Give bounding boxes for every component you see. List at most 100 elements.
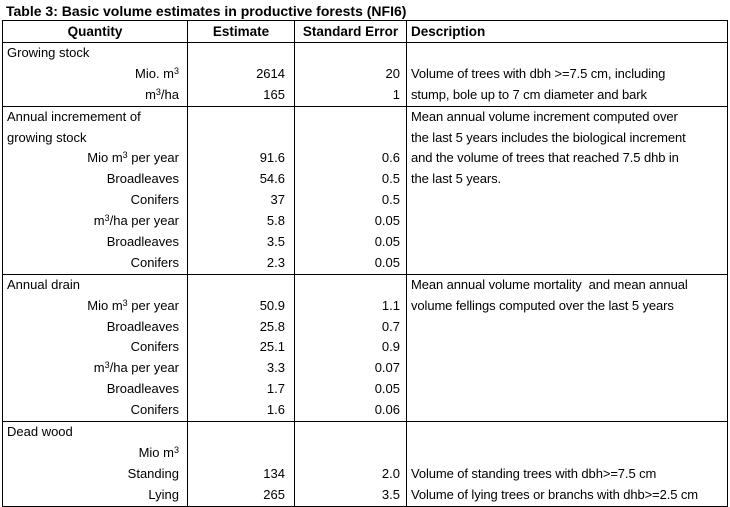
- description-cell: Volume of standing trees with dbh>=7.5 c…: [407, 422, 727, 506]
- estimate-value: 265: [263, 486, 285, 502]
- quantity-label: m3/ha per year: [93, 213, 179, 229]
- description-line: Mean annual volume increment computed ov…: [411, 108, 678, 124]
- description-line: the last 5 years.: [411, 171, 502, 187]
- column-header-description: Description: [411, 24, 486, 39]
- estimate-cell: 50.9 25.8 25.1 3.3 1.7 1.6: [188, 274, 295, 422]
- quantity-label: Mio m3 per year: [87, 150, 179, 166]
- standard-error-value: 3.5: [381, 486, 400, 502]
- standard-error-value: [295, 107, 406, 128]
- description-line: Volume of standing trees with dbh>=7.5 c…: [411, 465, 657, 481]
- quantity-section-label: Growing stock: [7, 45, 90, 60]
- estimate-value: [188, 422, 294, 443]
- quantity-label: Conifers: [130, 339, 179, 355]
- quantity-section-label: growing stock: [7, 129, 87, 145]
- quantity-cell: Growing stock Mio. m3 m3/ha: [3, 43, 188, 106]
- quantity-label: Lying: [148, 486, 179, 502]
- standard-error-value: [295, 43, 406, 64]
- quantity-label: Conifers: [130, 254, 179, 270]
- estimate-cell: 134 265: [188, 422, 295, 506]
- standard-error-value: 0.05: [374, 213, 400, 229]
- section-growing-stock: Growing stock Mio. m3 m3/ha 2614 165 20 1 Volum…: [3, 43, 727, 107]
- standard-error-value: [295, 128, 406, 149]
- description-line: [407, 232, 727, 253]
- standard-error-cell: 1.1 0.7 0.9 0.07 0.05 0.06: [295, 274, 407, 422]
- estimate-value: 91.6: [259, 150, 285, 166]
- description-line: [407, 317, 727, 338]
- description-line: [407, 43, 727, 64]
- quantity-section-label: Annual drain: [7, 276, 80, 292]
- estimate-value: [188, 443, 294, 464]
- quantity-label: Mio. m3: [134, 65, 179, 81]
- estimate-value: 37: [270, 192, 285, 208]
- estimate-value: 5.8: [266, 213, 285, 229]
- description-line: [407, 443, 727, 464]
- estimate-value: 3.5: [266, 234, 285, 250]
- column-header-standard-error: Standard Error: [295, 21, 407, 42]
- standard-error-value: 0.6: [381, 150, 400, 166]
- standard-error-value: 2.0: [381, 465, 400, 481]
- estimate-value: 1.7: [266, 381, 285, 397]
- estimate-value: 54.6: [259, 171, 285, 187]
- volume-estimates-table: Quantity Estimate Standard Error Descrip…: [2, 20, 728, 507]
- description-line: stump, bole up to 7 cm diameter and bark: [411, 86, 647, 102]
- estimate-value: 2.3: [266, 254, 285, 270]
- quantity-label: Conifers: [130, 402, 179, 418]
- estimate-value: [188, 43, 294, 64]
- standard-error-value: [295, 443, 406, 464]
- estimate-value: [188, 107, 294, 128]
- standard-error-value: 1.1: [381, 297, 400, 313]
- standard-error-value: 0.5: [381, 171, 400, 187]
- description-line: [407, 379, 727, 400]
- standard-error-value: 0.5: [381, 192, 400, 208]
- estimate-cell: 91.6 54.6 37 5.8 3.5 2.3: [188, 106, 295, 274]
- standard-error-value: 0.05: [374, 254, 400, 270]
- quantity-label: m3/ha per year: [93, 360, 179, 376]
- estimate-value: 1.6: [266, 402, 285, 418]
- standard-error-value: 1: [392, 86, 400, 102]
- quantity-section-label: Annual incremement of: [7, 108, 141, 124]
- standard-error-cell: 0.6 0.5 0.5 0.05 0.05 0.05: [295, 106, 407, 274]
- quantity-cell: Annual incremement of growing stock Mio m3…: [3, 106, 188, 274]
- standard-error-value: [295, 275, 406, 296]
- standard-error-value: 0.05: [374, 234, 400, 250]
- description-cell: Mean annual volume mortality and mean an…: [407, 275, 727, 421]
- description-line: Mean annual volume mortality and mean an…: [411, 276, 688, 292]
- description-line: [407, 211, 727, 232]
- standard-error-value: 20: [385, 65, 400, 81]
- estimate-value: 25.8: [259, 318, 285, 334]
- table-title: Table 3: Basic volume estimates in produ…: [6, 3, 407, 19]
- description-line: and the volume of trees that reached 7.5…: [411, 150, 679, 166]
- section-annual-increment-of-growing-stock: Annual incremement of growing stock Mio m3…: [3, 106, 727, 275]
- quantity-section-label: Dead wood: [7, 424, 73, 440]
- description-line: [407, 400, 727, 421]
- standard-error-cell: 20 1: [295, 43, 407, 106]
- standard-error-value: 0.06: [374, 402, 400, 418]
- standard-error-value: 0.05: [374, 381, 400, 397]
- estimate-cell: 2614 165: [188, 43, 295, 106]
- description-line: [407, 337, 727, 358]
- description-line: [407, 190, 727, 211]
- standard-error-value: 0.9: [381, 339, 400, 355]
- quantity-label: Conifers: [130, 192, 179, 208]
- description-line: [407, 358, 727, 379]
- table-sections: Growing stock Mio. m3 m3/ha 2614 165 20 1 Volum…: [3, 43, 727, 506]
- standard-error-value: [295, 422, 406, 443]
- quantity-label: Mio m3: [138, 444, 179, 460]
- description-line: [407, 422, 727, 443]
- quantity-label: Broadleaves: [106, 234, 179, 250]
- description-line: the last 5 years includes the biological…: [411, 129, 686, 145]
- estimate-value: [188, 275, 294, 296]
- estimate-value: 2614: [256, 65, 285, 81]
- estimate-value: [188, 128, 294, 149]
- section-dead-wood: Dead wood Mio m3 Standing Lying 134 265 2.0 3.5…: [3, 422, 727, 506]
- description-line: Volume of trees with dbh >=7.5 cm, inclu…: [411, 65, 666, 81]
- quantity-label: m3/ha: [145, 86, 179, 102]
- estimate-value: 3.3: [266, 360, 285, 376]
- standard-error-cell: 2.0 3.5: [295, 422, 407, 506]
- description-line: volume fellings computed over the last 5…: [411, 297, 674, 313]
- section-annual-drain: Annual drain Mio m3 per year Broadleaves Co…: [3, 274, 727, 423]
- description-cell: Mean annual volume increment computed ov…: [407, 107, 727, 274]
- standard-error-value: 0.07: [374, 360, 400, 376]
- column-header-estimate: Estimate: [188, 21, 295, 42]
